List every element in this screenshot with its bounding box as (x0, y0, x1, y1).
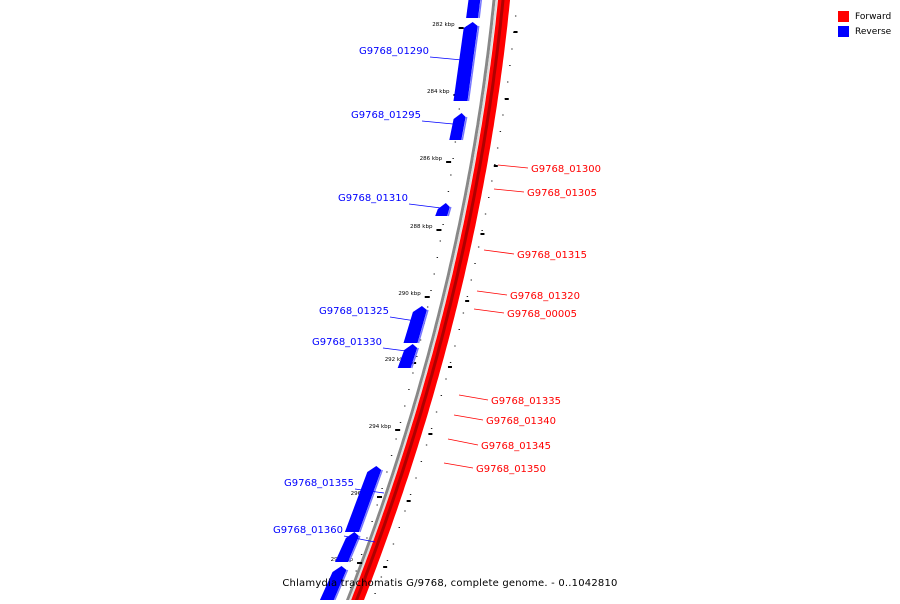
reverse-gene-edge (478, 0, 483, 19)
backbone-line (344, 0, 496, 604)
reverse-gene-edge (410, 347, 419, 369)
reverse-gene-label: G9768_01325 (319, 306, 389, 317)
reverse-gene-edge (417, 309, 429, 344)
reverse-gene-leader (429, 56, 463, 61)
reverse-gene-arrow (466, 0, 481, 18)
forward-gene-label: G9768_01320 (510, 291, 580, 302)
reverse-gene-leader (389, 316, 423, 323)
tick-label: 286 kbp (420, 156, 443, 162)
forward-gene-leader (458, 394, 489, 401)
forward-gene-leader (497, 164, 529, 169)
reverse-gene-arrow (318, 566, 347, 604)
reverse-swatch (838, 26, 849, 37)
reverse-gene-arrow (453, 22, 478, 101)
forward-gene-label: G9768_01350 (476, 464, 546, 475)
forward-gene-label: G9768_01315 (517, 250, 587, 261)
forward-gene-label: G9768_01305 (527, 188, 597, 199)
tick-label: 292 kbp (385, 357, 408, 363)
reverse-gene-label: G9768_01360 (273, 525, 343, 536)
forward-gene-leader (453, 414, 484, 421)
reverse-gene-leader (408, 203, 442, 209)
reverse-gene-arrow (344, 466, 382, 532)
legend-item-forward: Forward (838, 9, 898, 24)
forward-strand-shade (353, 0, 505, 604)
reverse-gene-leader (343, 535, 376, 543)
reverse-gene-edge (467, 25, 480, 102)
reverse-gene-label: G9768_01310 (338, 193, 408, 204)
forward-gene-label: G9768_01335 (491, 396, 561, 407)
forward-gene-leader (476, 290, 508, 296)
forward-gene-leader (447, 438, 479, 446)
legend-item-reverse: Reverse (838, 24, 898, 39)
legend: Forward Reverse (838, 9, 898, 39)
reverse-gene-arrow (403, 306, 427, 343)
legend-label-forward: Forward (855, 11, 892, 22)
reverse-gene-edge (461, 116, 468, 141)
forward-swatch (838, 11, 849, 22)
reverse-gene-arrow (449, 113, 466, 140)
reverse-gene-label: G9768_01295 (351, 110, 421, 121)
reverse-gene-leader (421, 120, 454, 125)
reverse-gene-arrow (335, 532, 359, 562)
reverse-gene-leader (354, 488, 385, 494)
reverse-gene-label: G9768_01330 (312, 337, 382, 348)
forward-gene-leader (493, 188, 525, 193)
tick-label: 290 kbp (398, 291, 421, 297)
tick-label: 294 kbp (369, 424, 392, 430)
forward-gene-leader (473, 308, 505, 314)
reverse-gene-edge (332, 569, 349, 604)
forward-gene-label: G9768_01345 (481, 441, 551, 452)
forward-gene-leader (483, 249, 515, 255)
forward-gene-label: G9768_00005 (507, 309, 577, 320)
reverse-gene-leader (382, 347, 415, 353)
forward-gene-label: G9768_01300 (531, 164, 601, 175)
tick-label: 284 kbp (427, 89, 450, 95)
tick-label: 282 kbp (432, 22, 455, 28)
reverse-gene-edge (348, 535, 361, 563)
forward-gene-label: G9768_01340 (486, 416, 556, 427)
reverse-gene-arrow (397, 344, 418, 368)
legend-label-reverse: Reverse (855, 26, 892, 37)
reverse-gene-arrow (435, 203, 450, 216)
reverse-gene-label: G9768_01355 (284, 478, 354, 489)
genome-caption: Chlamydia trachomatis G/9768, complete g… (282, 578, 618, 589)
backbone-highlight (347, 0, 498, 604)
reverse-gene-label: G9768_01290 (359, 46, 429, 57)
reverse-gene-edge (447, 206, 452, 217)
tick-label: 288 kbp (410, 224, 433, 230)
forward-gene-leader (443, 462, 474, 469)
reverse-gene-edge (359, 469, 383, 533)
